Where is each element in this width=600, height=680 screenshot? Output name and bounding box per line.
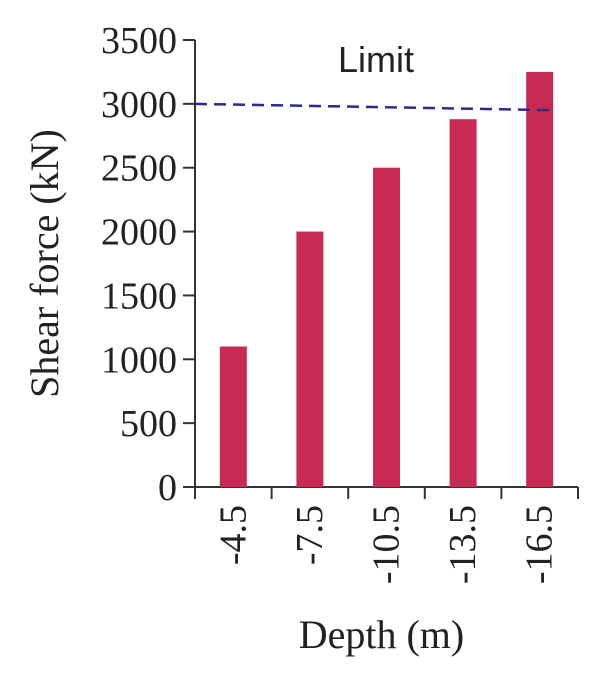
y-tick-label: 3500 bbox=[101, 20, 177, 62]
bar--13.5 bbox=[449, 119, 477, 487]
limit-line bbox=[194, 102, 556, 112]
limit-line-group bbox=[194, 102, 556, 112]
x-tick-label: -10.5 bbox=[366, 505, 408, 584]
y-axis: 0 500 1000 1500 2000 2500 3000 3500 bbox=[101, 20, 196, 509]
y-tick-label: 1500 bbox=[101, 275, 177, 317]
x-tick-label: -16.5 bbox=[519, 505, 561, 584]
bar--7.5 bbox=[296, 231, 324, 487]
limit-annotation: Limit bbox=[338, 39, 414, 80]
y-tick-label: 500 bbox=[120, 403, 177, 445]
bar--4.5 bbox=[219, 346, 247, 487]
y-tick-label: 2000 bbox=[101, 212, 177, 254]
y-tick-label: 2500 bbox=[101, 148, 177, 190]
y-tick-label: 1000 bbox=[101, 339, 177, 381]
x-tick-label: -7.5 bbox=[289, 505, 331, 565]
x-tick-label: -4.5 bbox=[212, 505, 254, 565]
bar--16.5 bbox=[526, 71, 554, 487]
y-tick-label: 3000 bbox=[101, 84, 177, 126]
x-axis-title: Depth (m) bbox=[299, 612, 465, 657]
x-tick-label: -13.5 bbox=[442, 505, 484, 584]
y-axis-title: Shear force (kN) bbox=[22, 129, 67, 398]
y-tick-label: 0 bbox=[158, 467, 177, 509]
x-axis: -4.5 -7.5 -10.5 -13.5 -16.5 bbox=[194, 486, 579, 584]
bars bbox=[219, 71, 554, 487]
bar--10.5 bbox=[373, 167, 400, 487]
